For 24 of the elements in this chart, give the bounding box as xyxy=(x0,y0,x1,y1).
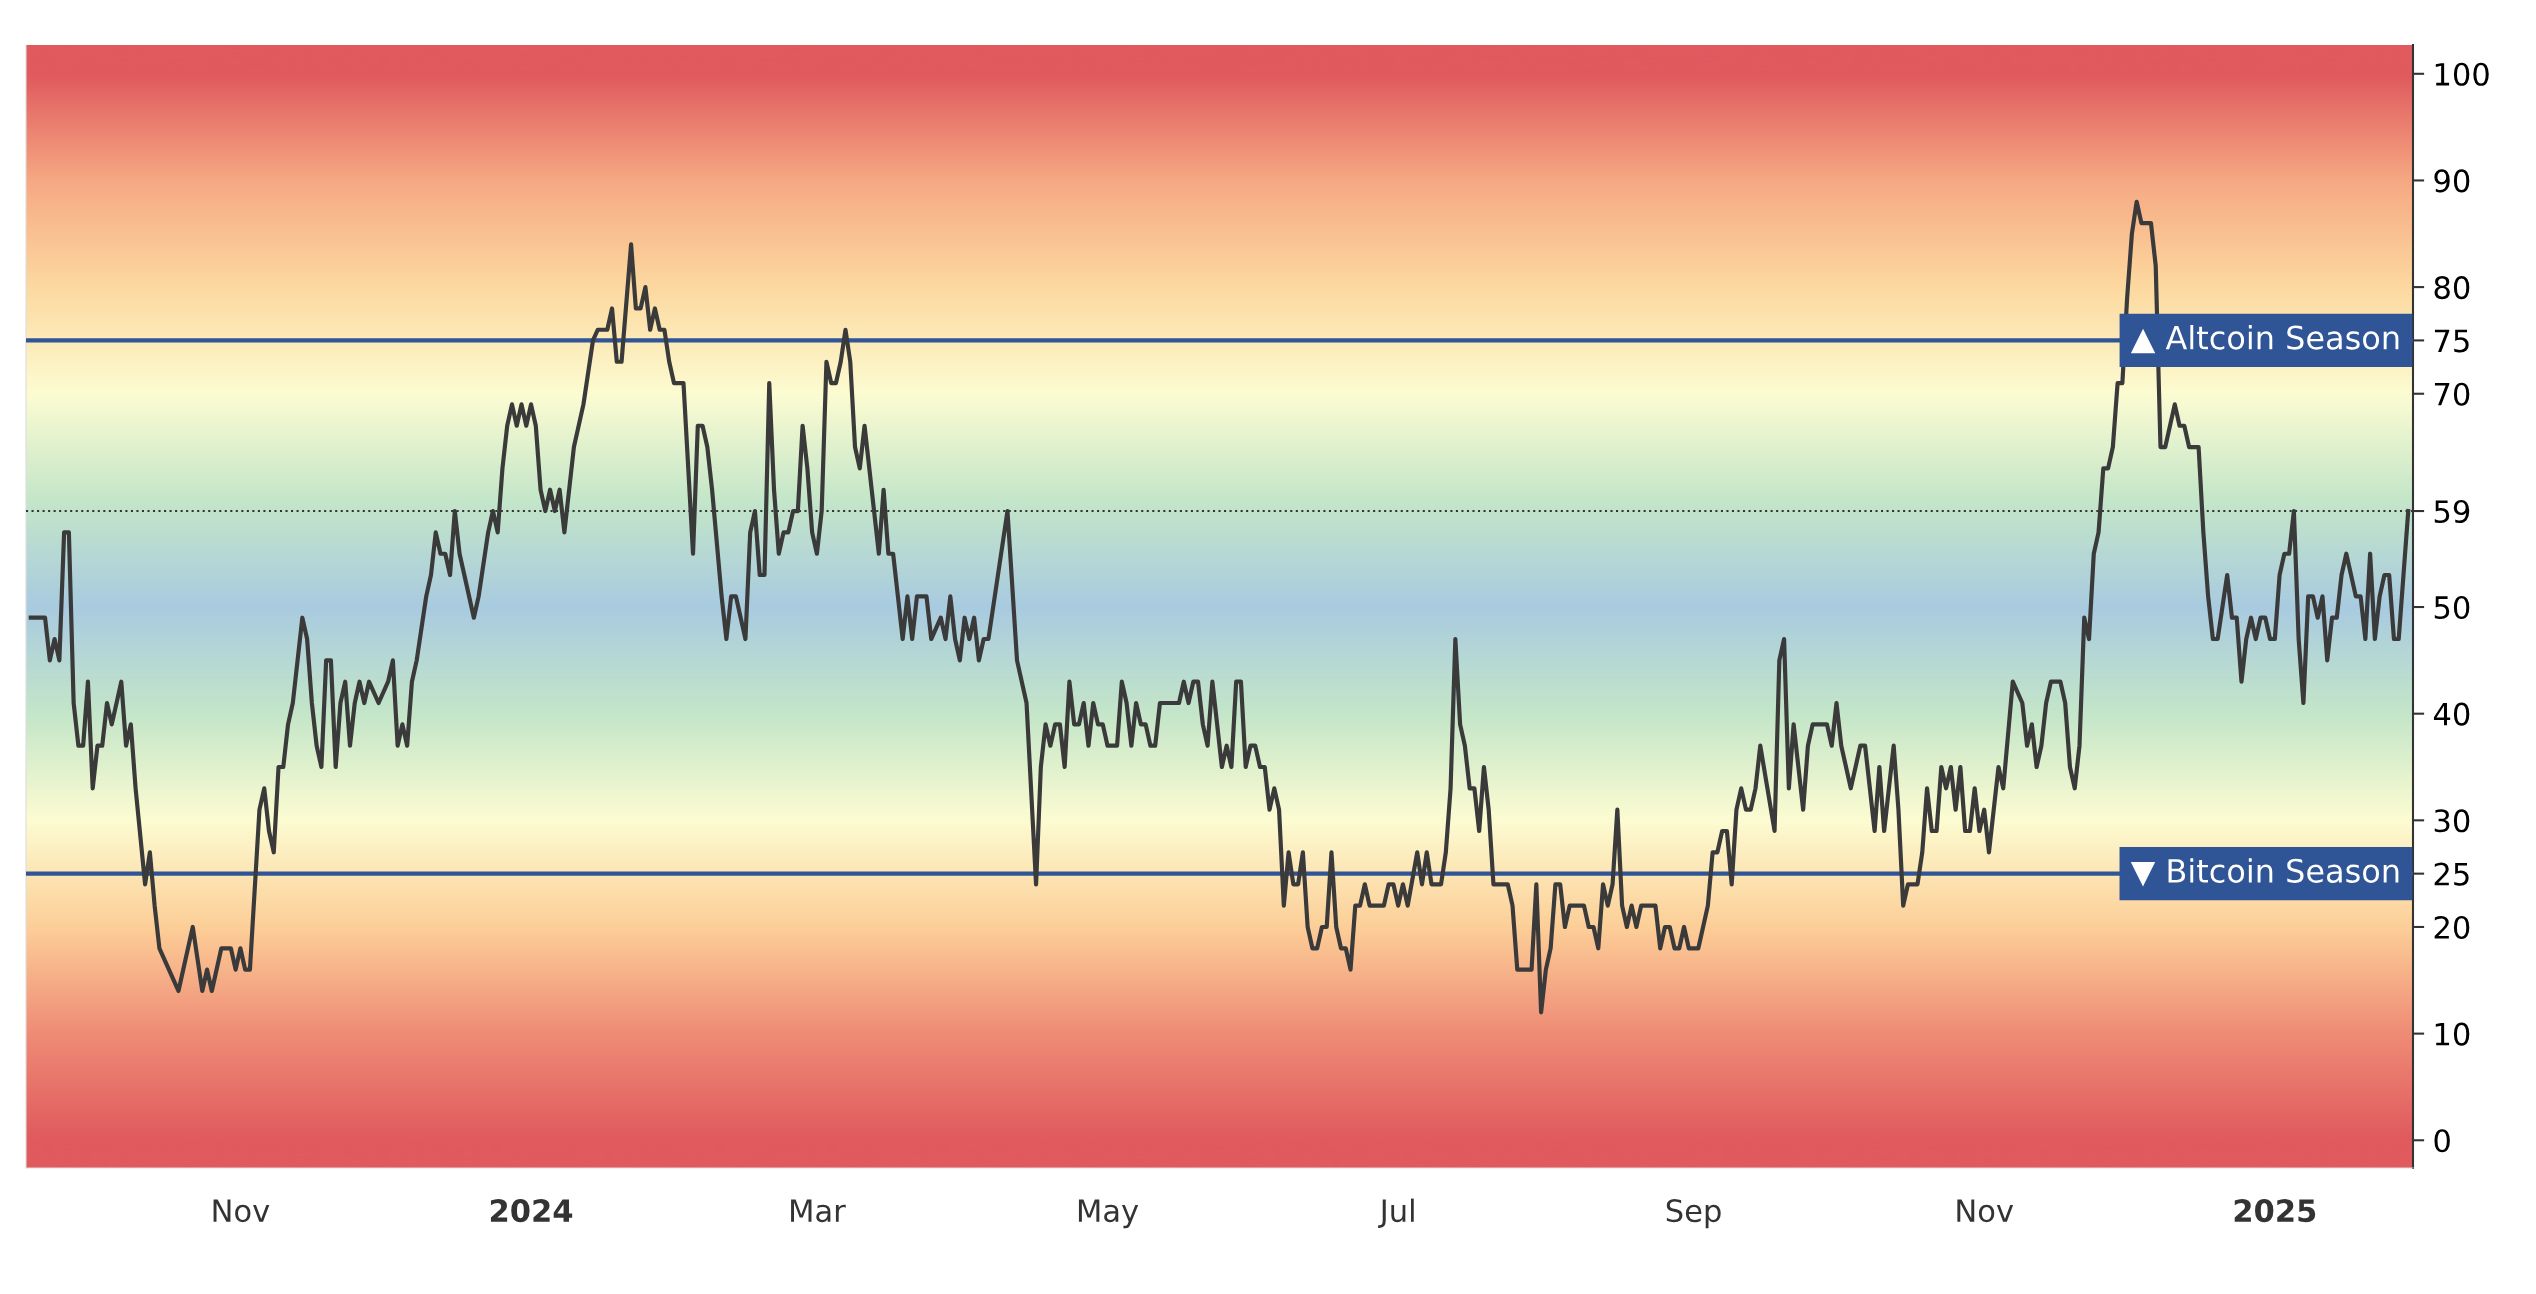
y-tick-label: 70 xyxy=(2434,382,2470,406)
x-tick-label: May xyxy=(1078,1199,1139,1229)
y-tick-label: 40 xyxy=(2433,702,2470,726)
x-tick-label: 2025 xyxy=(2234,1199,2316,1223)
x-tick-label: Nov xyxy=(1957,1199,2014,1223)
y-tick-label: 10 xyxy=(2435,1022,2470,1046)
y-tick-label: 100 xyxy=(2435,62,2489,86)
y-tick-label: 90 xyxy=(2434,169,2470,193)
y-tick-label: 0 xyxy=(2434,1129,2450,1153)
line-series xyxy=(28,199,2411,1015)
x-tick-label: 2024 xyxy=(490,1199,573,1223)
x-tick-label: Jul xyxy=(1378,1198,1414,1228)
x-tick-label: Sep xyxy=(1666,1199,1721,1229)
ref-line-label: ▲ Altcoin Season xyxy=(2130,324,2399,354)
y-tick-label: 59 xyxy=(2434,499,2470,524)
y-tick-label: 25 xyxy=(2434,862,2469,886)
y-tick-label: 30 xyxy=(2434,809,2470,833)
ref-line-label: ▼ Bitcoin Season xyxy=(2130,858,2399,887)
x-tick-label: Mar xyxy=(791,1199,846,1223)
y-tick-label: 20 xyxy=(2434,915,2470,940)
y-tick-label: 75 xyxy=(2434,329,2469,353)
x-tick-label: Nov xyxy=(213,1199,270,1223)
y-tick-label: 80 xyxy=(2434,276,2470,300)
y-tick-label: 50 xyxy=(2434,595,2470,620)
